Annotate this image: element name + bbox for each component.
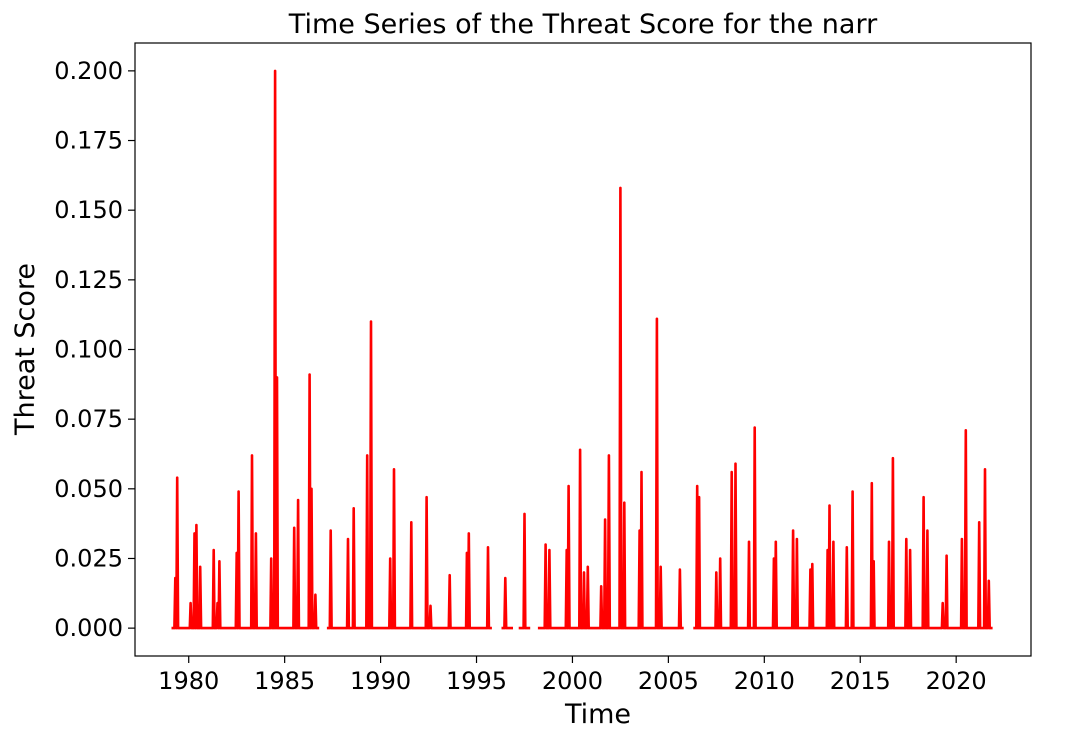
y-tick-label: 0.100 [54, 336, 123, 364]
x-tick-label: 2010 [734, 667, 795, 695]
plot-frame [134, 42, 1032, 657]
y-tick-label: 0.000 [54, 614, 123, 642]
x-tick-label: 1990 [350, 667, 411, 695]
x-tick-label: 2005 [638, 667, 699, 695]
y-tick-label: 0.150 [54, 196, 123, 224]
x-tick-label: 2000 [542, 667, 603, 695]
chart-title: Time Series of the Threat Score for the … [288, 9, 878, 40]
series-line-segment [693, 426, 993, 630]
y-tick-label: 0.175 [54, 127, 123, 155]
series-line-segment [326, 320, 492, 630]
y-tick-label: 0.075 [54, 405, 123, 433]
plot-area [171, 69, 993, 630]
x-tick-label: 1985 [254, 667, 315, 695]
y-axis-label: Threat Score [10, 263, 41, 436]
y-axis: 0.000 0.025 0.050 0.075 0.100 0.125 0.150 0.175… [54, 57, 135, 642]
series-line-segment [518, 512, 531, 630]
y-tick-label: 0.025 [54, 544, 123, 572]
y-tick-label: 0.125 [54, 266, 123, 294]
series-line-segment [537, 186, 684, 630]
x-tick-label: 1995 [446, 667, 507, 695]
x-tick-label: 2015 [830, 667, 891, 695]
x-axis-label: Time [564, 699, 631, 730]
y-tick-label: 0.050 [54, 475, 123, 503]
series-line-segment [171, 69, 320, 630]
series-line-segment [501, 576, 513, 630]
x-tick-label: 1980 [158, 667, 219, 695]
x-tick-label: 2020 [926, 667, 987, 695]
x-axis: 1980 1985 1990 1995 2000 2005 2010 2015 2020 [158, 656, 987, 695]
y-tick-label: 0.200 [54, 57, 123, 85]
